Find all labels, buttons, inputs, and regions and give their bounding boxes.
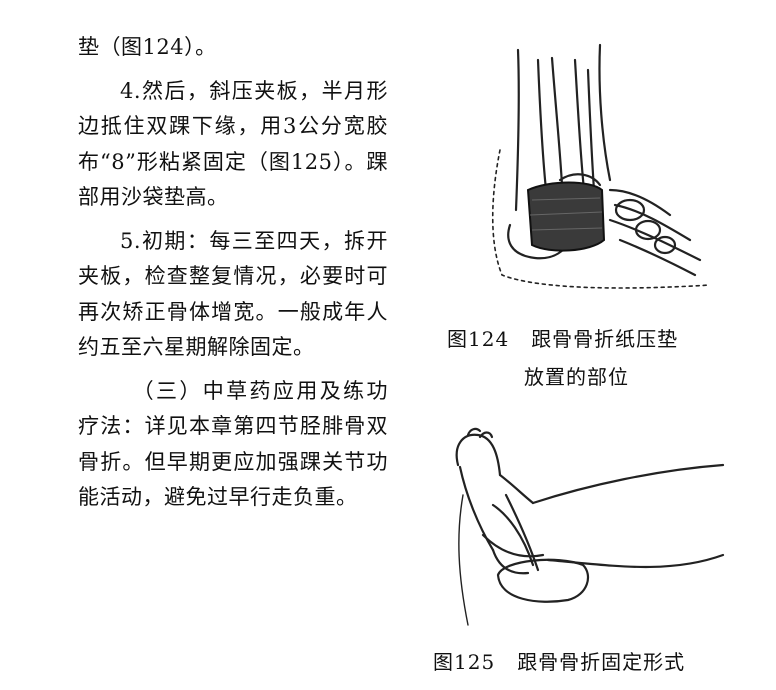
paragraph-section-3: （三）中草药应用及练功疗法：详见本章第四节胫腓骨双骨折。但早期更应加强踝关节功能… [78,378,388,510]
figure-124-number: 图124 [447,327,510,351]
figure-124-caption: 图124 跟骨骨折纸压垫 [447,323,678,352]
paragraph-continuation: 垫（图124）。 [78,35,217,59]
figure-124-caption-line1: 跟骨骨折纸压垫 [531,327,679,351]
figure-125-caption: 图125 跟骨骨折固定形式 [433,646,685,675]
figure-124-illustration [480,40,730,302]
ankle-pad-drawing [491,43,711,289]
figure-125-illustration [438,425,738,630]
figure-125-number: 图125 [433,650,496,674]
figure-125-caption-text: 跟骨骨折固定形式 [517,650,686,674]
paragraph-step-5: 5.初期：每三至四天，拆开夹板，检查整复情况，必要时可再次矫正骨体增宽。一般成年… [78,228,388,360]
body-text: 垫（图124）。 4.然后，斜压夹板，半月形边抵住双踝下缘，用3公分宽胶布“8”… [78,30,388,524]
paragraph-step-4: 4.然后，斜压夹板，半月形边抵住双踝下缘，用3公分宽胶布“8”形粘紧固定（图12… [78,78,388,210]
leg-fixation-drawing [455,427,725,626]
figure-124-caption-line2: 放置的部位 [524,365,629,389]
